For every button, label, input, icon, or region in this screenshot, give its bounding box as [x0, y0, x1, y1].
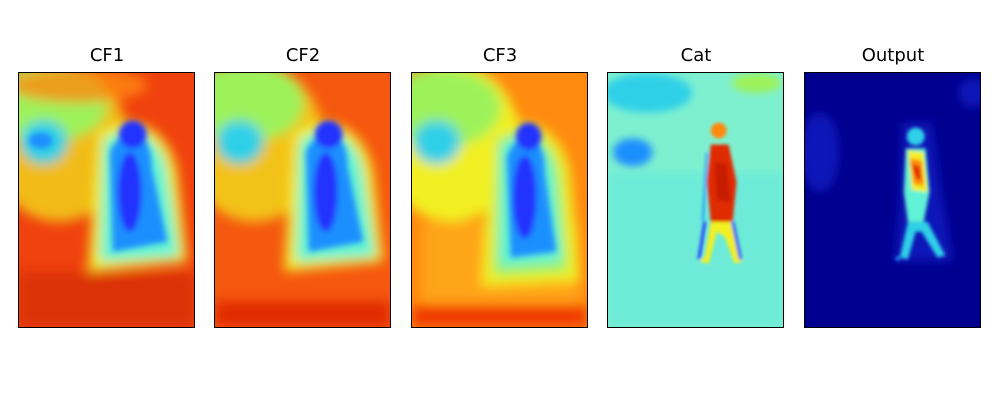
- heatmap-cf2: [214, 72, 391, 328]
- heatmap-cf1: [18, 72, 195, 328]
- panel-title-output: Output: [861, 45, 925, 66]
- heatmap-output: [804, 72, 981, 328]
- panel-title-cat: Cat: [680, 45, 712, 66]
- panel-title-cf2: CF2: [285, 45, 321, 66]
- heatmap-cat: [607, 72, 784, 328]
- panel-title-cf1: CF1: [89, 45, 125, 66]
- panel-title-cf3: CF3: [482, 45, 518, 66]
- heatmap-cf3: [411, 72, 588, 328]
